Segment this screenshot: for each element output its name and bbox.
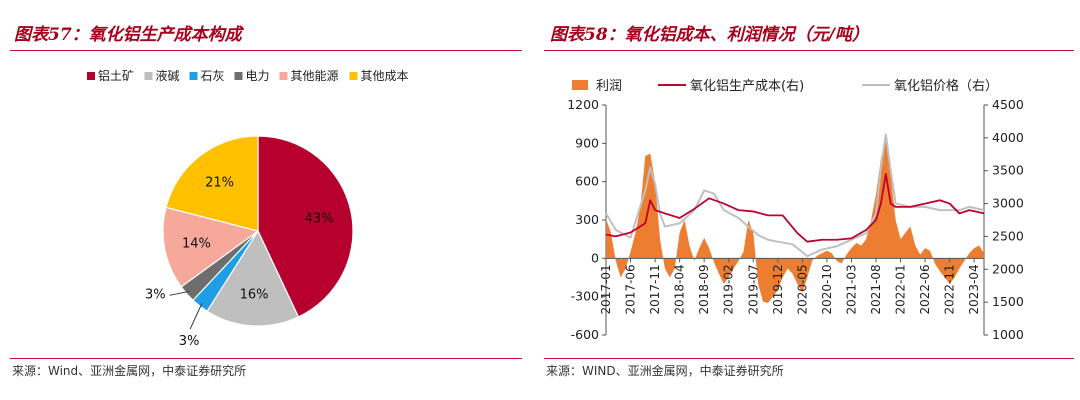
cost-line xyxy=(605,173,985,243)
pie-data-label-4: 14% xyxy=(182,237,211,252)
x-tick-label-8: 2020-05 xyxy=(795,264,809,314)
left-tick-label-3: 300 xyxy=(575,212,599,227)
left-tick-label-0: -600 xyxy=(571,327,599,342)
x-tick-label-6: 2019-07 xyxy=(746,264,760,314)
x-tick-label-4: 2018-09 xyxy=(697,264,711,314)
right-tick-label-5: 3500 xyxy=(992,163,1024,178)
legend-swatch-3 xyxy=(234,72,243,80)
legend-swatch-1 xyxy=(144,72,153,80)
x-tick-label-14: 2022-11 xyxy=(943,264,957,314)
legend-label-1: 液碱 xyxy=(156,68,180,83)
pie-slice-1 xyxy=(206,229,300,327)
left-title-rule xyxy=(10,50,522,51)
x-tick-label-11: 2021-08 xyxy=(869,264,883,314)
right-figure-title: 图表58：氧化铝成本、利润情况（元/吨） xyxy=(550,25,869,45)
legend-label-2: 石灰 xyxy=(201,69,225,83)
pie-slice-5 xyxy=(165,135,259,232)
right-source-rule xyxy=(544,358,1074,359)
cost-profit-chart: 利润 氧化铝生产成本(右) 氧化铝价格（右） -600 -300 0 300 600 900 12… xyxy=(567,78,1024,342)
legend-swatch-5 xyxy=(349,72,358,80)
legend-label-4: 其他能源 xyxy=(291,69,339,83)
right-title-rule xyxy=(544,50,1074,51)
right-source-note: 来源：WIND、亚洲金属网，中泰证券研究所 xyxy=(546,364,784,378)
left-tick-label-5: 900 xyxy=(575,135,599,150)
x-tick-label-12: 2022-01 xyxy=(894,264,908,314)
x-tick-label-7: 2019-12 xyxy=(771,264,785,314)
pie-data-label-5: 21% xyxy=(205,175,234,190)
x-tick-label-10: 2021-03 xyxy=(844,264,858,314)
pie-data-label-1: 16% xyxy=(240,288,269,303)
right-tick-label-0: 1000 xyxy=(992,327,1024,342)
left-source-note: 来源：Wind、亚洲金属网，中泰证券研究所 xyxy=(12,364,247,378)
line-chart-legend: 利润 氧化铝生产成本(右) 氧化铝价格（右） xyxy=(572,78,998,94)
legend-label-0: 铝土矿 xyxy=(98,68,134,83)
x-tick-label-9: 2020-10 xyxy=(820,264,834,314)
left-source-rule xyxy=(10,358,522,359)
left-figure-title: 图表57：氧化铝生产成本构成 xyxy=(14,25,242,45)
right-panel: 图表58：氧化铝成本、利润情况（元/吨） 利润 氧化铝生产成本(右) 氧化铝价格（右… xyxy=(540,0,1080,400)
legend-swatch-2 xyxy=(189,72,198,80)
left-tick-label-6: 1200 xyxy=(567,97,599,112)
pie-slice-4 xyxy=(162,206,260,288)
x-tick-label-5: 2019-02 xyxy=(722,264,736,314)
legend-label-price: 氧化铝价格（右） xyxy=(894,78,998,94)
legend-label-cost: 氧化铝生产成本(右) xyxy=(690,79,804,94)
right-tick-label-6: 4000 xyxy=(992,130,1024,145)
legend-label-5: 其他成本 xyxy=(361,69,409,83)
x-tick-label-3: 2018-04 xyxy=(673,264,687,314)
pie-data-label-2: 3% xyxy=(179,334,200,349)
profit-area xyxy=(606,136,984,304)
left-panel: 图表57：氧化铝生产成本构成 铝土矿 液碱 石灰 电力 其他能源 其他成本 43% 16% 3%… xyxy=(0,0,530,400)
legend-swatch-profit xyxy=(572,80,588,90)
left-tick-label-1: -300 xyxy=(571,289,599,304)
x-tick-label-0: 2017-01 xyxy=(599,264,613,314)
right-tick-label-3: 2500 xyxy=(992,228,1024,243)
x-tick-label-13: 2022-06 xyxy=(918,264,932,314)
pie-leader-2 xyxy=(189,302,203,330)
pie-data-label-0: 43% xyxy=(305,211,334,226)
legend-label-profit: 利润 xyxy=(596,79,622,94)
right-tick-label-1: 1500 xyxy=(992,294,1024,309)
x-tick-label-2: 2017-11 xyxy=(648,264,662,314)
pie-slice-0 xyxy=(257,135,354,318)
legend-label-3: 电力 xyxy=(246,69,270,83)
pie-leader-3 xyxy=(169,290,190,296)
legend-swatch-0 xyxy=(87,72,95,80)
pie-chart: 铝土矿 液碱 石灰 电力 其他能源 其他成本 43% 16% 3% 3% 14% 21% xyxy=(87,68,409,349)
left-tick-label-2: 0 xyxy=(591,250,599,265)
pie-data-label-3: 3% xyxy=(145,287,166,302)
pie-legend: 铝土矿 液碱 石灰 电力 其他能源 其他成本 xyxy=(87,68,409,83)
left-tick-label-4: 600 xyxy=(575,174,599,189)
price-line xyxy=(605,133,985,258)
x-tick-label-1: 2017-06 xyxy=(624,264,638,314)
right-tick-label-7: 4500 xyxy=(992,97,1024,112)
right-tick-label-4: 3000 xyxy=(992,196,1024,211)
x-tick-label-15: 2023-04 xyxy=(967,264,981,314)
right-tick-label-2: 2000 xyxy=(992,261,1024,276)
legend-swatch-4 xyxy=(279,72,288,80)
